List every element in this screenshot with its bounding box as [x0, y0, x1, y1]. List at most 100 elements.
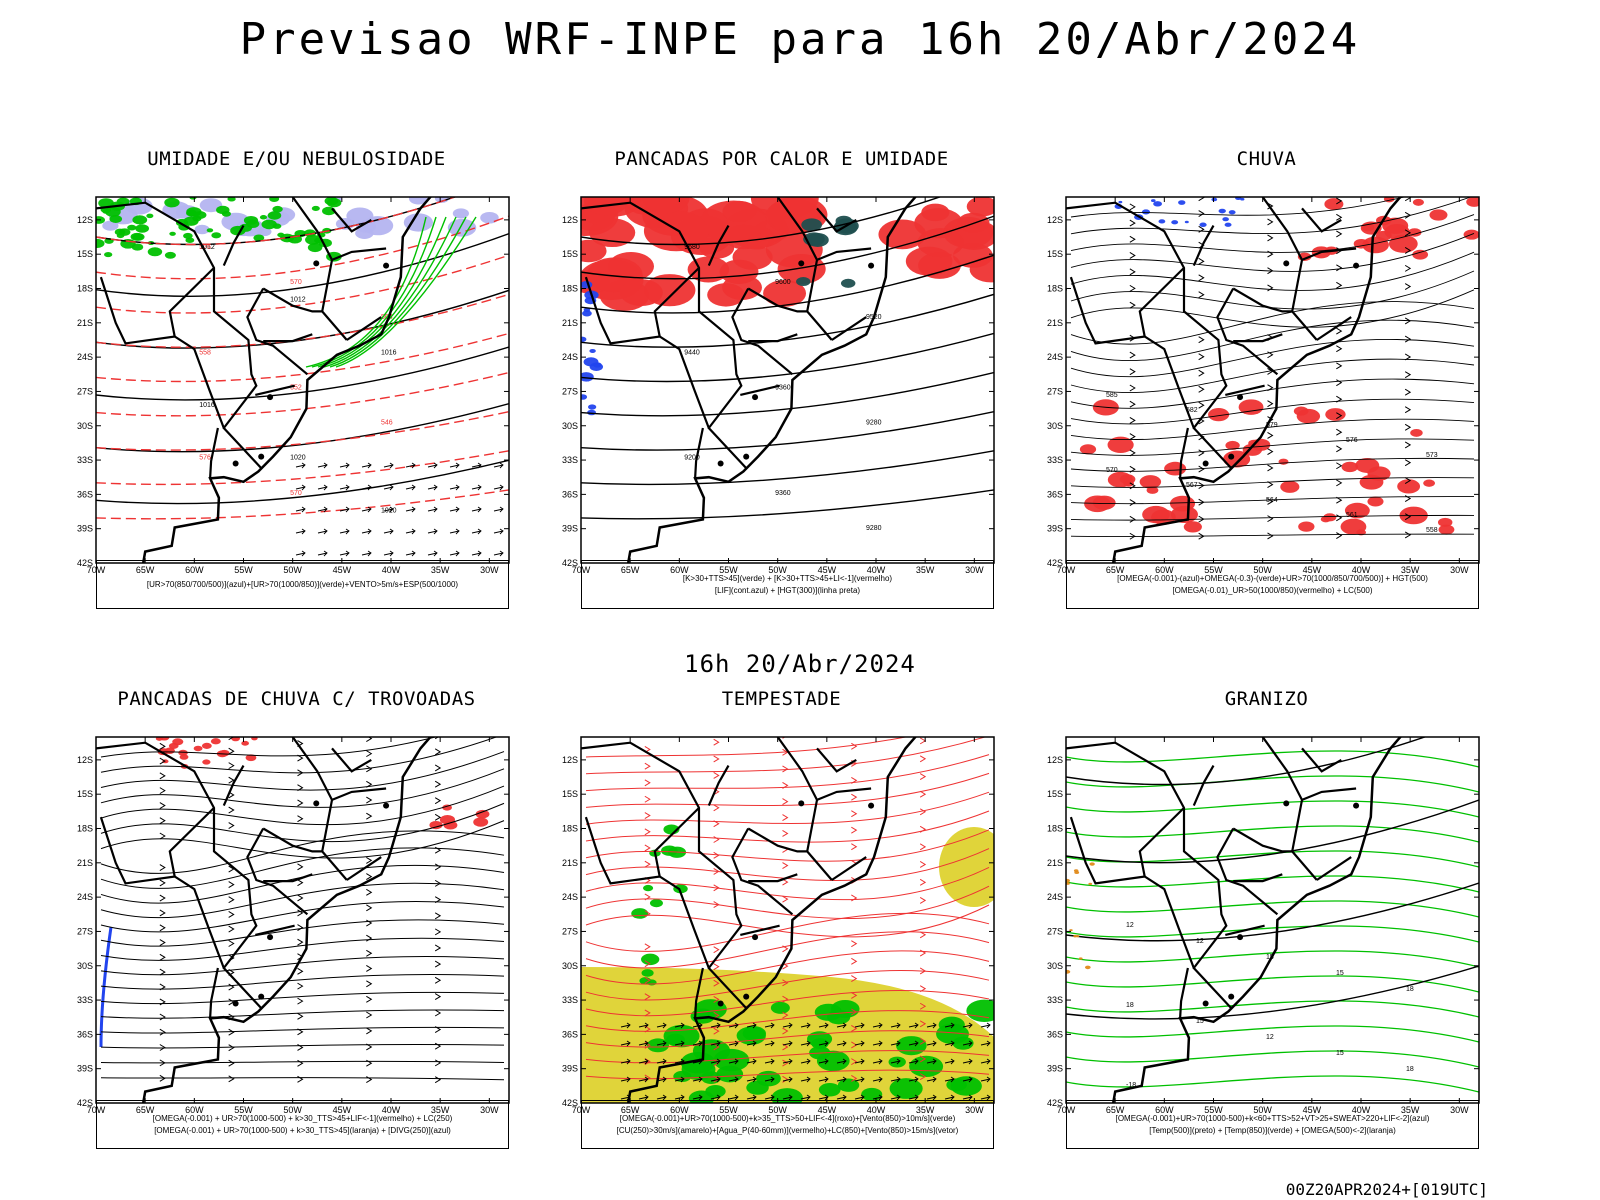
panel-title: TEMPESTADE: [721, 688, 842, 710]
lat-tick-label: 12S: [1047, 755, 1063, 765]
lat-tick-label: 27S: [77, 386, 93, 396]
valid-time-label: 16h 20/Abr/2024: [684, 650, 916, 678]
contour-label: 570: [1106, 467, 1118, 474]
legend-line: [OMEGA(-0.001)+UR>70(1000-500)+k>35_TTS>…: [619, 1113, 956, 1123]
contour-label: 18: [1126, 1002, 1134, 1009]
legend-line: [K>30+TTS>45](verde) + [K>30+TTS>45+LI<-…: [682, 573, 893, 583]
lon-tick-label: 65W: [136, 1105, 155, 1115]
lat-tick-label: 36S: [1047, 489, 1063, 499]
base-map: [1066, 197, 1403, 563]
map-frame: [1065, 196, 1480, 564]
lat-tick-label: 30S: [562, 961, 578, 971]
rain-red-shading: [1079, 399, 1455, 536]
lat-tick-label: 15S: [562, 249, 578, 259]
panel-legend: [OMEGA(-0.001)-(azul)+OMEGA(-0.3)-(verde…: [1066, 560, 1479, 609]
lon-tick-label: 40W: [1352, 565, 1371, 575]
lat-tick-label: 12S: [562, 755, 578, 765]
lat-tick-label: 36S: [1047, 1029, 1063, 1039]
lat-tick-label: 30S: [77, 421, 93, 431]
legend-line: [LIF](cont.azul) + [HGT(300)](linha pret…: [714, 585, 861, 595]
legend-line: [OMEGA(-0.001) + UR>70(1000-500) + k>30_…: [152, 1113, 453, 1123]
contour-label: 579: [1266, 422, 1278, 429]
omega-orange-shading: [1066, 862, 1095, 974]
lon-tick-label: 35W: [1401, 565, 1420, 575]
lon-tick-label: 50W: [768, 1105, 787, 1115]
lon-tick-label: 45W: [333, 565, 352, 575]
map: 12 12 15 15 18 18 15 12 15 18 -18 12S 15S 18S 21S 24S 27…: [1047, 736, 1480, 1115]
streamlines: [100, 737, 505, 1084]
lat-tick-label: 33S: [1047, 455, 1063, 465]
lat-tick-label: 39S: [1047, 1064, 1063, 1074]
lat-tick-label: 18S: [1047, 824, 1063, 834]
map-frame: [95, 736, 510, 1104]
lat-tick-label: 30S: [562, 421, 578, 431]
lat-tick-label: 21S: [1047, 318, 1063, 328]
lon-tick-label: 65W: [1106, 565, 1125, 575]
lon-tick-label: 40W: [867, 1105, 886, 1115]
contour-label: 9280: [866, 420, 882, 427]
lat-tick-label: 42S: [562, 558, 578, 568]
contour-label: 15: [1336, 970, 1344, 977]
contour-label: 15: [1266, 954, 1274, 961]
panel-legend: [OMEGA(-0.001)+UR>70(1000-500)+k>35_TTS>…: [581, 1100, 994, 1149]
contour-label: 570: [290, 490, 302, 497]
panel-pancadas-chuva-trovoadas: PANCADAS DE CHUVA C/ TROVOADAS 12S 15S 18S 2…: [74, 688, 519, 1163]
lon-tick-label: 35W: [431, 1105, 450, 1115]
lon-tick-label: 50W: [1253, 1105, 1272, 1115]
map-frame: [580, 736, 995, 1104]
lat-tick-label: 12S: [1047, 215, 1063, 225]
contour-label: 1020: [290, 455, 306, 462]
lon-tick-label: 35W: [916, 565, 935, 575]
contour-label: 18: [1406, 1066, 1414, 1073]
base-map: [96, 737, 433, 1103]
lon-tick-label: 40W: [382, 565, 401, 575]
lat-tick-label: 36S: [562, 1029, 578, 1039]
temp500-contours: [1066, 737, 1479, 1020]
lat-tick-label: 33S: [77, 995, 93, 1005]
base-map: [581, 197, 918, 563]
contour-label: 9680: [684, 244, 700, 251]
lon-tick-label: 45W: [818, 1105, 837, 1115]
lat-tick-label: 33S: [562, 455, 578, 465]
contour-labels: 585 582 579 576 573 570 567 564 561 558: [1106, 392, 1438, 534]
lat-tick-label: 42S: [77, 558, 93, 568]
legend-line: [CU(250)>30m/s](amarelo)+[Agua_P(40-60mm…: [616, 1125, 959, 1135]
contour-label: 552: [290, 384, 302, 391]
lat-tick-label: 42S: [77, 1098, 93, 1108]
lat-tick-label: 27S: [1047, 926, 1063, 936]
lat-tick-label: 30S: [1047, 961, 1063, 971]
lon-tick-label: 65W: [1106, 1105, 1125, 1115]
panel-legend: [K>30+TTS>45](verde) + [K>30+TTS>45+LI<-…: [581, 560, 994, 609]
lon-tick-label: 50W: [768, 565, 787, 575]
contour-label: 573: [1426, 452, 1438, 459]
lat-tick-label: 18S: [77, 824, 93, 834]
contour-label: 1016: [381, 349, 397, 356]
lat-tick-label: 12S: [562, 215, 578, 225]
panel-title: GRANIZO: [1224, 688, 1309, 710]
contour-label: 15: [1196, 1018, 1204, 1025]
lon-tick-label: 55W: [234, 1105, 253, 1115]
lon-tick-label: 55W: [719, 565, 738, 575]
lat-tick-label: 15S: [77, 249, 93, 259]
lat-tick-label: 15S: [1047, 249, 1063, 259]
panel-chuva: CHUVA 585 582 579 576 573 570 567 564 561 558 12S 15…: [1044, 148, 1489, 623]
contour-label: 561: [1346, 512, 1358, 519]
lon-tick-label: 40W: [1352, 1105, 1371, 1115]
lon-tick-label: 60W: [185, 565, 204, 575]
wind-vectors: [620, 1022, 991, 1101]
lon-tick-label: 35W: [916, 1105, 935, 1115]
lon-tick-label: 45W: [818, 565, 837, 575]
lat-tick-label: 24S: [562, 892, 578, 902]
lon-tick-label: 55W: [1204, 565, 1223, 575]
lat-tick-label: 21S: [1047, 858, 1063, 868]
lat-tick-label: 18S: [562, 284, 578, 294]
contour-label: 12: [1266, 1034, 1274, 1041]
lon-tick-label: 45W: [1303, 565, 1322, 575]
run-timestamp: 00Z20APR2024+[019UTC]: [1285, 1180, 1488, 1199]
lat-tick-label: 21S: [562, 318, 578, 328]
panel-legend: [UR>70(850/700/500)](azul)+[UR>70(1000/8…: [96, 560, 509, 609]
lat-tick-label: 12S: [77, 215, 93, 225]
contour-label: 558: [199, 349, 211, 356]
contour-label: 1012: [199, 244, 215, 251]
